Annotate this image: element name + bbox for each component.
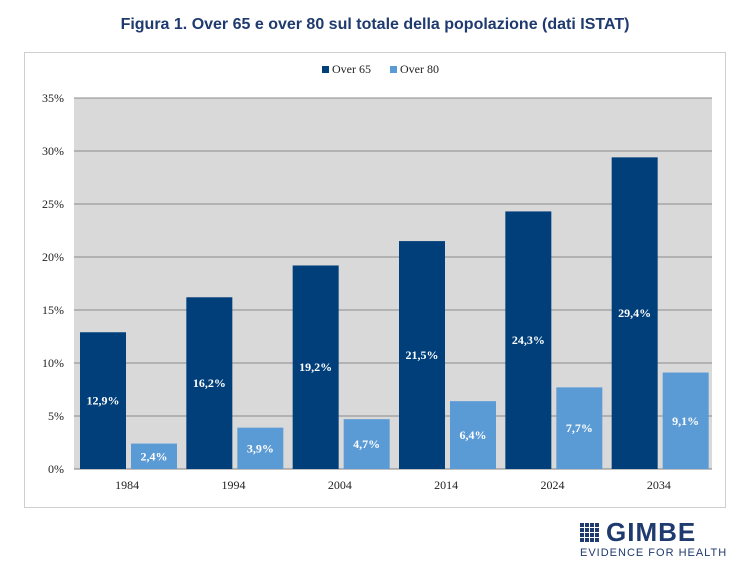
gimbe-logo: GIMBE EVIDENCE FOR HEALTH: [580, 517, 730, 563]
data-label: 2,4%: [141, 449, 168, 463]
y-tick-label: 30%: [42, 144, 64, 158]
data-label: 6,4%: [460, 428, 487, 442]
data-label: 24,3%: [512, 333, 545, 347]
x-tick-label: 2004: [328, 478, 352, 492]
bar-over-80: [131, 443, 177, 469]
data-label: 3,9%: [247, 441, 274, 455]
bar-over-80: [343, 419, 390, 469]
x-tick-label: 2014: [434, 478, 458, 492]
x-tick-label: 2034: [647, 478, 671, 492]
bar-over-65: [505, 211, 552, 470]
plot-area: [74, 98, 712, 469]
legend-swatch: [390, 66, 397, 73]
y-tick-label: 10%: [42, 356, 64, 370]
data-label: 21,5%: [406, 348, 439, 362]
logo-name: GIMBE: [606, 517, 697, 547]
legend-label: Over 80: [400, 62, 439, 76]
y-tick-label: 15%: [42, 303, 64, 317]
logo-tagline: EVIDENCE FOR HEALTH: [580, 547, 728, 559]
bar-over-80: [662, 372, 709, 469]
x-tick-label: 1994: [222, 478, 246, 492]
bar-over-80: [450, 401, 496, 469]
data-label: 7,7%: [566, 421, 593, 435]
bar-over-65: [186, 297, 233, 469]
bar-over-80: [556, 387, 603, 469]
figure-title: Figura 1. Over 65 e over 80 sul totale d…: [120, 16, 630, 33]
y-tick-label: 20%: [42, 250, 64, 264]
legend-label: Over 65: [332, 62, 371, 76]
data-label: 9,1%: [672, 414, 699, 428]
data-label: 4,7%: [353, 437, 380, 451]
data-label: 16,2%: [193, 376, 226, 390]
x-tick-label: 2024: [541, 478, 565, 492]
bar-over-65: [80, 332, 126, 469]
y-tick-label: 0%: [48, 462, 64, 476]
x-tick-label: 1984: [115, 478, 139, 492]
bar-over-65: [292, 265, 339, 469]
legend-swatch: [322, 66, 329, 73]
bar-over-80: [237, 427, 284, 469]
logo-grid-icon: [580, 523, 599, 542]
y-tick-label: 5%: [48, 409, 64, 423]
data-label: 29,4%: [618, 306, 651, 320]
bar-over-65: [611, 157, 658, 470]
y-tick-label: 25%: [42, 197, 64, 211]
y-tick-label: 35%: [42, 91, 64, 105]
bar-over-65: [399, 241, 445, 469]
data-label: 12,9%: [87, 394, 120, 408]
data-label: 19,2%: [299, 360, 332, 374]
